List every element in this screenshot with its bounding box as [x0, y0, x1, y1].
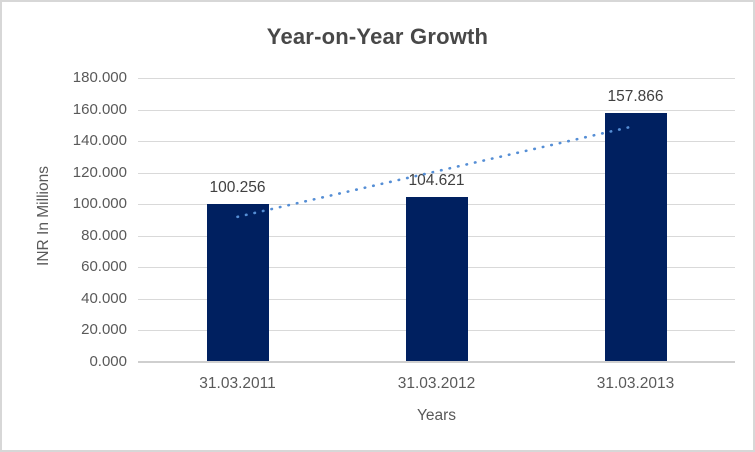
y-tick-label: 120.000 [72, 163, 127, 181]
trendline-path [236, 124, 637, 219]
bar-data-label: 157.866 [607, 87, 664, 105]
y-axis-title: INR In Millions [35, 166, 52, 266]
trendline [236, 124, 637, 219]
y-tick-label: 20.000 [81, 321, 127, 339]
x-axis-title: Years [416, 407, 457, 424]
x-tick-label: 31.03.2012 [397, 375, 476, 392]
bar-data-label: 104.621 [408, 171, 465, 189]
y-tick-label: 80.000 [81, 226, 127, 244]
gridline [138, 172, 735, 174]
plot-area: 100.256 104.621 157.866 [138, 78, 735, 363]
y-tick-label: 140.000 [72, 132, 127, 150]
y-tick-label: 0.000 [89, 353, 127, 370]
bar [604, 112, 667, 362]
gridline [138, 78, 735, 79]
y-tick-label: 180.000 [72, 69, 127, 86]
y-tick-label: 40.000 [81, 289, 127, 307]
x-axis-line [138, 361, 735, 363]
bar-data-label: 100.256 [209, 178, 266, 196]
bar [405, 196, 468, 362]
gridline [138, 109, 735, 111]
y-tick-label: 60.000 [81, 258, 127, 276]
y-tick-label: 100.000 [72, 195, 127, 213]
x-tick-label: 31.03.2011 [199, 375, 276, 392]
y-tick-label: 160.000 [72, 100, 127, 118]
gridline [138, 141, 735, 143]
chart-title: Year-on-Year Growth [266, 24, 489, 49]
bar [206, 203, 269, 362]
x-tick-label: 31.03.2013 [596, 375, 675, 392]
